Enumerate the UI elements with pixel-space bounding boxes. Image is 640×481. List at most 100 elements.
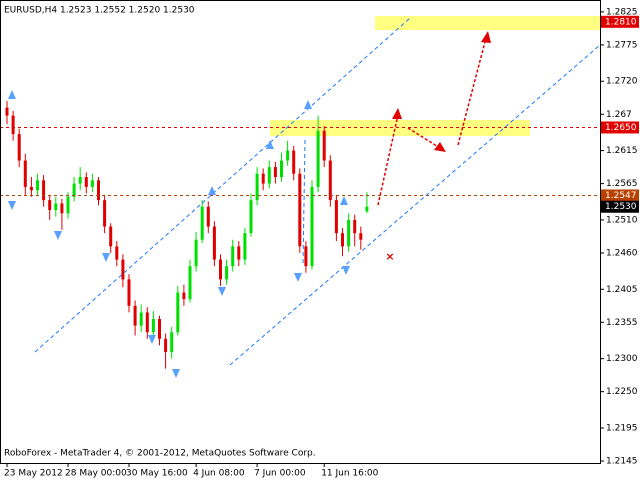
arrow-head bbox=[481, 31, 491, 43]
fractal bbox=[294, 273, 302, 282]
price-box bbox=[601, 15, 639, 28]
candle-body bbox=[249, 200, 253, 234]
forecast-arrow bbox=[457, 37, 487, 146]
channel bbox=[34, 17, 601, 366]
y-tick-label: 1.2405 bbox=[606, 285, 638, 295]
x-tick-label: 23 May 2012 bbox=[4, 469, 63, 479]
x-tick-label: 28 May 00:00 bbox=[65, 469, 127, 479]
price-label: 1.2650 bbox=[605, 123, 637, 133]
target-zone bbox=[270, 120, 530, 136]
y-tick-label: 1.2565 bbox=[606, 179, 638, 189]
candle-body bbox=[243, 233, 247, 260]
fractal bbox=[8, 201, 16, 210]
arrow-heads bbox=[392, 31, 491, 152]
candle-body bbox=[298, 173, 302, 247]
candle-body bbox=[109, 226, 113, 247]
candle-body bbox=[286, 150, 290, 161]
candle-body bbox=[365, 206, 369, 212]
candle-body bbox=[219, 259, 222, 280]
candle-body bbox=[29, 186, 33, 191]
y-tick-label: 1.2300 bbox=[606, 354, 638, 364]
candle-body bbox=[334, 200, 338, 234]
candle-body bbox=[194, 239, 198, 267]
candle-body bbox=[5, 107, 9, 116]
chart-title: EURUSD,H4 1.2523 1.2552 1.2520 1.2530 bbox=[4, 6, 195, 16]
candle-body bbox=[328, 160, 332, 201]
candle-body bbox=[212, 226, 216, 260]
marker-cross: × bbox=[385, 250, 394, 263]
candle-body bbox=[145, 312, 149, 333]
y-tick-label: 1.2615 bbox=[606, 146, 638, 156]
price-label: 1.2810 bbox=[605, 17, 637, 27]
candle-body bbox=[133, 305, 137, 326]
price-box bbox=[601, 189, 639, 202]
fractal bbox=[208, 186, 216, 195]
candle-body bbox=[78, 177, 82, 184]
x-tick-label: 4 Jun 08:00 bbox=[193, 469, 245, 479]
forecast bbox=[377, 37, 487, 206]
candle-body bbox=[188, 266, 192, 300]
candle-body bbox=[103, 200, 107, 227]
x-tick-label: 7 Jun 00:00 bbox=[254, 469, 306, 479]
candle-body bbox=[322, 130, 326, 161]
candle-body bbox=[267, 167, 271, 184]
fractal bbox=[8, 90, 16, 99]
candle-body bbox=[48, 200, 52, 211]
arrow-head bbox=[392, 108, 402, 119]
candle-body bbox=[292, 150, 296, 174]
forecast-arrow bbox=[377, 114, 399, 206]
price-label: 1.2547 bbox=[605, 191, 637, 201]
candle-body bbox=[66, 196, 70, 214]
price-label: 1.2530 bbox=[605, 202, 637, 212]
candle-body bbox=[60, 203, 64, 214]
chart-layer bbox=[0, 101, 600, 369]
fractal bbox=[304, 100, 312, 109]
candle-body bbox=[23, 160, 27, 187]
y-tick-label: 1.2825 bbox=[606, 7, 638, 17]
y-tick-label: 1.2145 bbox=[606, 457, 638, 467]
y-tick-label: 1.2355 bbox=[606, 318, 638, 328]
candle-body bbox=[182, 292, 186, 300]
price-box bbox=[601, 200, 639, 213]
y-tick-label: 1.2250 bbox=[606, 387, 638, 397]
candle-body bbox=[200, 206, 204, 240]
candle-body bbox=[353, 219, 357, 234]
candle-body bbox=[158, 319, 161, 339]
fractal bbox=[148, 335, 156, 344]
y-tick-label: 1.2510 bbox=[606, 215, 638, 225]
candle-body bbox=[72, 183, 76, 197]
fractals bbox=[8, 90, 350, 378]
candle-body bbox=[206, 206, 210, 227]
candle-body bbox=[97, 180, 100, 201]
candle-body bbox=[127, 279, 131, 306]
candle-body bbox=[17, 134, 21, 161]
forecast-arrow bbox=[407, 127, 441, 149]
y-tick-label: 1.2460 bbox=[606, 248, 638, 258]
candle-body bbox=[231, 246, 235, 267]
candle-body bbox=[84, 177, 88, 187]
candle-body bbox=[347, 219, 351, 247]
fractal bbox=[342, 266, 350, 275]
candle-body bbox=[115, 246, 119, 260]
x-tick-label: 30 May 16:00 bbox=[126, 469, 188, 479]
candle-body bbox=[280, 160, 283, 178]
candle-body bbox=[90, 180, 94, 187]
candle-body bbox=[36, 180, 39, 191]
fractal bbox=[340, 196, 348, 205]
fractal bbox=[266, 140, 274, 149]
footer: RoboForex - MetaTrader 4, © 2001-2012, M… bbox=[4, 449, 316, 459]
fractal bbox=[54, 231, 62, 240]
target-zone bbox=[375, 16, 600, 30]
candle-body bbox=[121, 259, 125, 280]
candle-body bbox=[42, 180, 46, 201]
candle-body bbox=[359, 233, 363, 240]
plot-frame bbox=[0, 0, 601, 464]
candle-body bbox=[310, 186, 314, 267]
candle-body bbox=[255, 173, 259, 201]
arrow-head bbox=[434, 142, 446, 152]
candle-body bbox=[237, 246, 241, 260]
y-tick-label: 1.267 bbox=[606, 110, 632, 120]
candle-body bbox=[170, 332, 174, 353]
